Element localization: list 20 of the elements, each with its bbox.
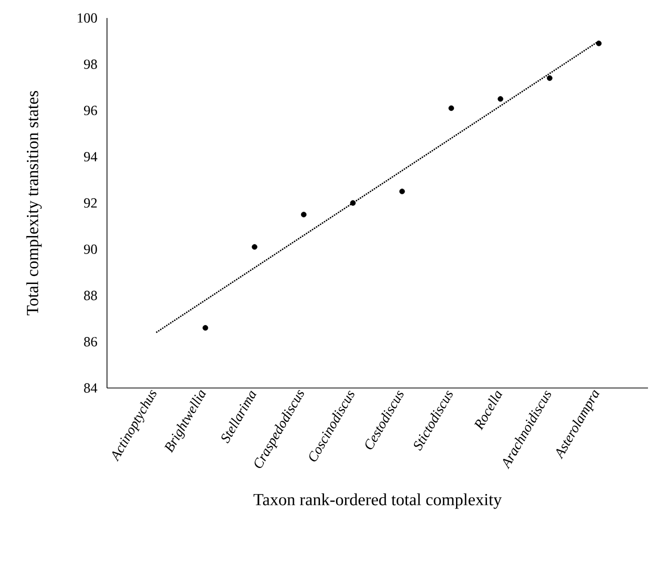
point (448, 105, 454, 111)
y-tick-label: 92 (84, 198, 97, 208)
y-tick-label: 96 (84, 106, 98, 116)
y-tick-label: 84 (84, 383, 98, 393)
point (202, 325, 208, 331)
y-tick-label: 88 (84, 290, 97, 300)
y-tick-label: 86 (84, 337, 98, 346)
point (596, 40, 602, 46)
x-axis-title: Taxon rank-ordered total complexity (254, 493, 502, 509)
y-tick-label: 90 (84, 244, 97, 254)
y-tick-label: 94 (84, 152, 98, 162)
y-tick-label: 100 (78, 13, 97, 23)
point (350, 200, 356, 206)
point (498, 96, 504, 102)
point (399, 188, 405, 194)
point (300, 212, 307, 218)
point (252, 244, 258, 250)
y-tick-label: 98 (84, 60, 97, 69)
y-axis-title: Total complexity transition states (26, 91, 42, 316)
point (546, 75, 552, 81)
